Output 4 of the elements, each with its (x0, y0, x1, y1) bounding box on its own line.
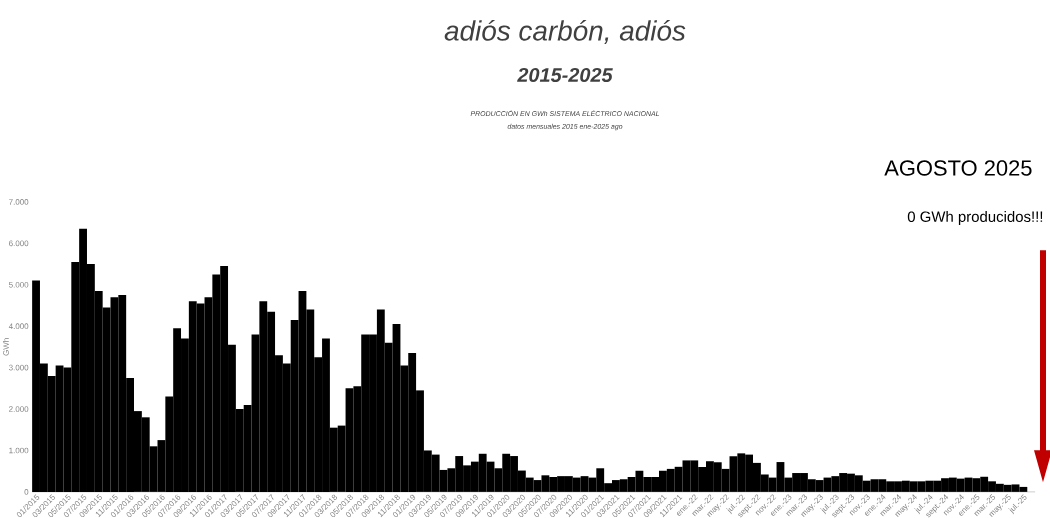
chart-title: adiós carbón, adiós (444, 19, 686, 45)
annotation: 0 GWh producidos!!! (907, 211, 1043, 225)
text: AGOSTO 2025 (884, 160, 1032, 176)
chart-subtitle: 2015-2025 (517, 67, 613, 83)
